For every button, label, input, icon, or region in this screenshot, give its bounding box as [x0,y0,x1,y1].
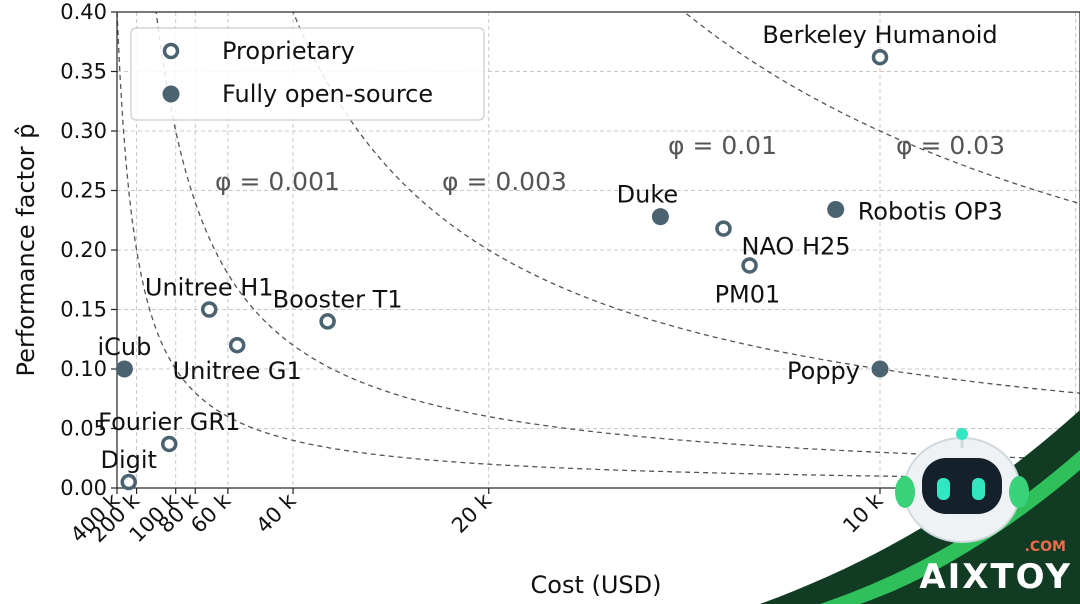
phi-curve-label: φ = 0.001 [215,167,340,196]
phi-curve-label: φ = 0.003 [442,167,567,196]
point-label-berkeley-humanoid: Berkeley Humanoid [762,21,997,49]
point-berkeley-humanoid [871,48,889,66]
point-unitree-h1 [200,301,218,318]
legend: Proprietary Fully open-source [130,27,485,121]
point-unitree-g1 [228,336,246,354]
robot-mascot-icon [895,428,1029,543]
y-tick-label: 0.20 [60,238,107,262]
y-tick-label: 0.35 [60,60,107,84]
point-label-fourier-gr1: Fourier GR1 [98,408,240,436]
y-tick-label: 0.30 [60,119,107,143]
point-duke [651,208,669,226]
legend-marker-open-source [162,85,180,103]
point-label-pm01: PM01 [715,280,781,308]
x-tick-label: 60 k [186,488,236,538]
x-tick-label: 40 k [251,488,301,538]
point-nao-h25 [715,220,732,237]
phi-curve [155,12,1080,461]
phi-curve-label: φ = 0.03 [896,131,1005,160]
legend-label-open-source: Fully open-source [222,80,433,108]
point-robotis-op3 [827,201,845,219]
y-tick-label: 0.05 [60,417,107,441]
point-pm01 [741,257,758,274]
x-tick-label: 20 k [447,488,497,538]
point-fourier-gr1 [160,435,178,453]
watermark-brand: AIXTOY [919,557,1072,597]
y-tick-label: 0.25 [60,179,107,203]
watermark-domain: .COM [1025,539,1066,555]
y-tick-label: 0.00 [60,476,107,500]
point-digit [120,473,137,491]
legend-box [130,27,485,121]
point-icub [115,360,133,378]
point-label-icub: iCub [97,333,151,361]
data-points: Berkeley Humanoid Unitree H1 Booster T1 Uni… [97,21,1003,491]
point-label-booster-t1: Booster T1 [273,285,403,313]
point-label-nao-h25: NAO H25 [741,233,850,261]
x-axis-label: Cost (USD) [531,571,662,599]
phi-curve-label: φ = 0.01 [668,131,777,160]
y-axis-label: Performance factor p̂ [12,124,40,377]
point-label-poppy: Poppy [787,357,860,385]
point-label-robotis-op3: Robotis OP3 [858,198,1003,226]
phi-curve [292,12,1080,394]
point-label-unitree-g1: Unitree G1 [173,357,302,385]
legend-marker-proprietary [162,42,180,60]
legend-label-proprietary: Proprietary [222,37,355,65]
y-tick-label: 0.10 [60,357,107,381]
point-booster-t1 [319,313,336,330]
y-tick-label: 0.15 [60,298,107,322]
point-label-digit: Digit [101,446,157,474]
aixtoy-watermark: .COM AIXTOY [760,410,1080,604]
point-poppy [871,360,889,378]
point-label-unitree-h1: Unitree H1 [145,274,274,302]
point-label-duke: Duke [617,181,679,209]
watermark-swoosh [760,410,1080,604]
x-tick-label: 10 k [838,488,888,538]
y-tick-label: 0.40 [60,0,107,24]
